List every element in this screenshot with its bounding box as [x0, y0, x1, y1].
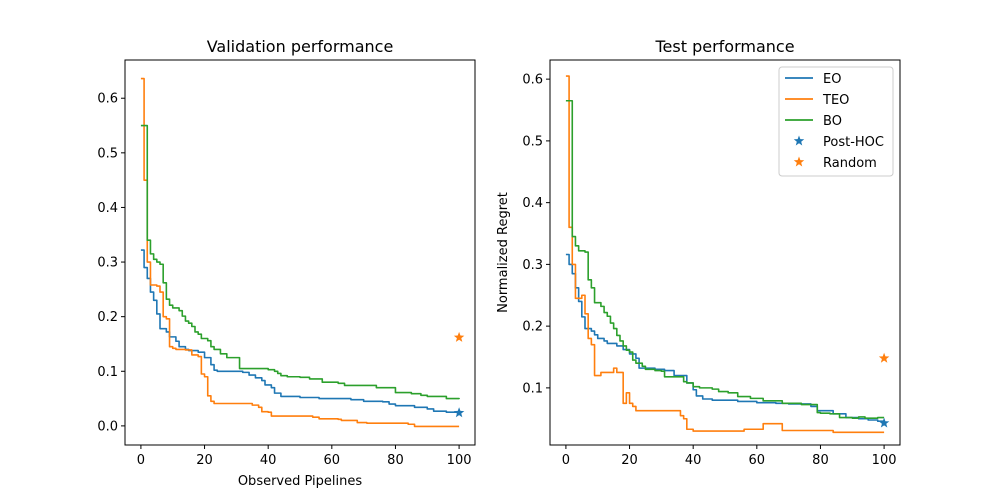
test-title: Test performance	[654, 37, 794, 56]
validation-random-star-marker	[453, 331, 465, 342]
legend: EO TEO BO Post-HOC Random	[778, 66, 894, 177]
test-plot-area: 0 20 40 60 80 100 0.1 0.2 0.3 0.4 0.5 0.6	[522, 73, 896, 468]
test-x-tick-label: 20	[621, 453, 638, 468]
validation-y-tick-label: 0.5	[97, 146, 118, 161]
validation-axes-frame	[124, 59, 476, 446]
validation-y-tick-label: 0.2	[97, 310, 118, 325]
validation-bo-line	[140, 124, 460, 400]
legend-bo-label: BO	[823, 114, 842, 129]
test-x-tick-label: 60	[749, 453, 766, 468]
test-panel: Test performance 0 20 40 60 80 100 0.1 0.2 0.3 0.…	[496, 37, 901, 468]
test-y-tick-label: 0.3	[522, 258, 543, 273]
validation-x-tick-label: 40	[260, 453, 277, 468]
legend-post-hoc-label: Post-HOC	[823, 135, 884, 150]
validation-post-hoc-star-marker	[453, 407, 465, 418]
test-y-tick-label: 0.5	[522, 134, 543, 149]
validation-y-tick-label: 0.1	[97, 365, 118, 380]
test-x-tick-label: 0	[562, 453, 570, 468]
legend-random-star-icon	[793, 156, 805, 167]
validation-x-tick-label: 0	[137, 453, 145, 468]
validation-x-tick-label: 80	[387, 453, 404, 468]
validation-x-tick-label: 20	[196, 453, 213, 468]
validation-y-tick-label: 0.6	[97, 92, 118, 107]
test-x-tick-label: 40	[685, 453, 702, 468]
validation-y-tick-label: 0.0	[97, 419, 118, 434]
test-x-tick-label: 80	[812, 453, 829, 468]
test-y-tick-label: 0.6	[522, 73, 543, 88]
validation-title: Validation performance	[207, 37, 394, 56]
test-y-axis-label: Normalized Regret	[496, 192, 511, 313]
validation-y-tick-label: 0.3	[97, 256, 118, 271]
validation-teo-line	[140, 77, 460, 428]
test-axes-frame	[549, 59, 901, 446]
test-x-tick-label: 100	[872, 453, 897, 468]
legend-random-label: Random	[823, 156, 877, 171]
validation-panel: Validation performance 0 20 40 60 80 100 0.0 0.…	[97, 37, 476, 489]
test-random-star-marker	[878, 352, 890, 363]
test-teo-line	[565, 75, 885, 434]
legend-box	[778, 66, 894, 177]
validation-x-tick-label: 60	[324, 453, 341, 468]
test-post-hoc-star-marker	[878, 417, 890, 428]
legend-teo-label: TEO	[822, 93, 849, 108]
legend-eo-label: EO	[823, 72, 841, 87]
validation-eo-line	[140, 249, 460, 414]
validation-x-tick-label: 100	[447, 453, 472, 468]
test-y-tick-label: 0.4	[522, 196, 543, 211]
validation-x-axis-label: Observed Pipelines	[238, 474, 363, 489]
test-y-tick-label: 0.1	[522, 381, 543, 396]
validation-y-tick-label: 0.4	[97, 201, 118, 216]
test-y-tick-label: 0.2	[522, 320, 543, 335]
validation-plot-area: 0 20 40 60 80 100 0.0 0.1 0.2 0.3 0.4 0.5 0.6	[97, 77, 472, 468]
test-bo-line	[565, 99, 885, 419]
legend-post-hoc-star-icon	[793, 135, 805, 146]
